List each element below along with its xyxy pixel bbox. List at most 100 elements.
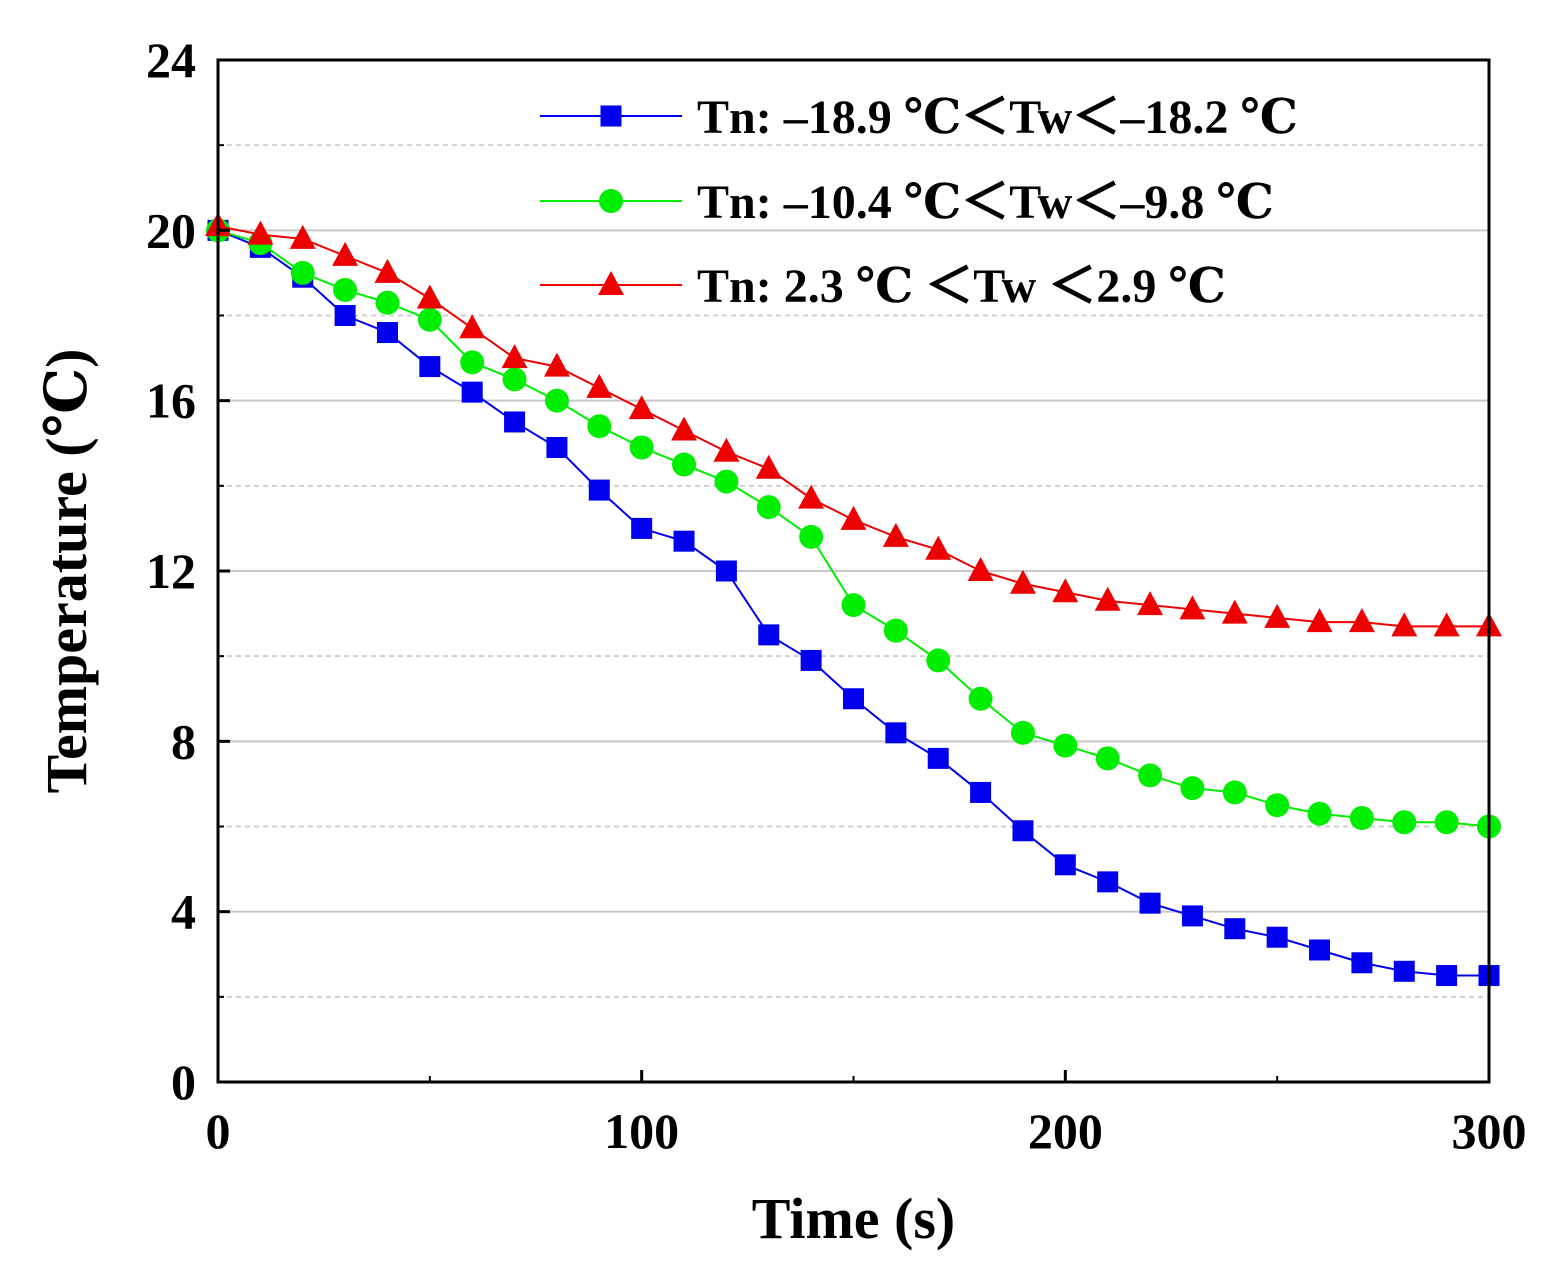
data-point [1393,960,1415,982]
axes: 0 4 8 12 16 20 24 0 100 200 300 [146,32,1527,1159]
data-point [546,437,568,459]
data-point [1434,810,1459,835]
data-point [1349,805,1374,830]
data-point [1391,612,1418,637]
data-point [798,484,825,509]
data-point [1307,801,1332,826]
data-point [419,356,441,378]
data-point [290,260,315,285]
data-point [628,395,655,420]
data-point [1436,965,1458,987]
data-point [1181,905,1203,927]
data-point [460,350,485,375]
data-point [1009,569,1036,594]
y-tick-label: 12 [146,543,196,599]
data-point [756,495,781,520]
data-point [543,352,570,377]
y-tick-label: 20 [146,202,196,258]
data-point [840,505,867,530]
data-point [333,277,358,302]
y-tick-label: 8 [171,713,196,769]
data-point [925,535,952,560]
data-point [501,344,528,369]
data-point [1010,720,1035,745]
legend-label: Tn: 2.3 ℃ ＜Tw ＜2.9 ℃ [697,260,1226,313]
data-point [883,618,908,643]
data-point [799,524,824,549]
data-point [289,224,316,249]
data-point [1221,599,1248,624]
x-axis-title: Time (s) [752,1186,956,1251]
legend: Tn: –18.9 ℃＜Tw＜–18.2 ℃ Tn: –10.4 ℃＜Tw＜–9.… [540,91,1298,313]
data-point [461,381,483,403]
data-point [1053,733,1078,758]
data-point [1309,939,1331,961]
data-point [631,517,653,539]
data-point [1052,578,1079,603]
data-point [800,649,822,671]
data-point [926,648,951,673]
legend-entry-1: Tn: –18.9 ℃＜Tw＜–18.2 ℃ [540,91,1298,144]
y-tick-label: 24 [146,32,196,88]
data-point [247,220,274,245]
legend-entry-3: Tn: 2.3 ℃ ＜Tw ＜2.9 ℃ [540,260,1226,313]
data-point [1095,746,1120,771]
data-point [1433,612,1460,637]
data-point [1179,595,1206,620]
data-point [1348,608,1375,633]
y-tick-label: 4 [171,884,196,940]
data-point [459,314,486,339]
y-tick-label: 0 [171,1054,196,1110]
data-point [1139,892,1161,914]
data-point [1264,603,1291,628]
x-tick-label: 0 [206,1103,231,1159]
data-point [968,686,993,711]
data-point [673,530,695,552]
data-point [1224,918,1246,940]
x-tick-label: 100 [604,1103,679,1159]
data-point [1054,854,1076,876]
data-point [1351,952,1373,974]
data-point [1266,926,1288,948]
data-point [758,624,780,646]
data-point [417,307,442,332]
data-point [885,722,907,744]
legend-label: Tn: –10.4 ℃＜Tw＜–9.8 ℃ [697,176,1274,229]
y-axis-title: Temperature (℃) [34,349,99,794]
data-point [927,747,949,769]
data-point [755,454,782,479]
legend-marker [599,189,623,213]
data-point [504,411,526,433]
data-point [967,557,994,581]
x-tick-label: 300 [1452,1103,1527,1159]
data-point [332,241,359,266]
data-point [714,469,739,494]
data-point [502,367,527,392]
data-point [1012,820,1034,842]
data-point [588,479,610,501]
data-point [841,593,866,618]
data-point [672,452,697,477]
data-point [1392,810,1417,835]
data-point [1097,871,1119,893]
data-point [970,781,992,803]
legend-marker [600,105,622,127]
data-point [1306,608,1333,633]
data-point [882,522,909,547]
data-point [1222,780,1247,805]
data-point [843,688,864,710]
legend-marker [598,271,624,295]
data-point [1180,776,1205,801]
data-point [715,560,737,582]
data-point [416,284,443,309]
data-point [374,258,401,283]
data-point [1265,793,1290,818]
data-point [334,305,356,326]
x-tick-label: 200 [1028,1103,1103,1159]
legend-entry-2: Tn: –10.4 ℃＜Tw＜–9.8 ℃ [540,176,1274,229]
data-point [629,435,654,460]
data-point [713,437,740,462]
data-point [587,414,612,439]
data-point [586,373,613,398]
